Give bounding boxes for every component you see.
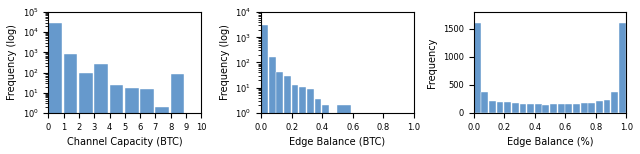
Bar [49,23,62,154]
Bar [314,99,321,154]
Bar [504,102,511,113]
X-axis label: Edge Balance (%): Edge Balance (%) [507,137,593,147]
Bar [573,103,580,113]
Bar [109,85,124,154]
Bar [543,105,549,113]
Bar [474,23,481,113]
Bar [307,89,314,154]
Bar [399,113,412,154]
Bar [619,23,626,113]
Bar [481,91,488,113]
Bar [269,57,276,154]
Bar [284,76,291,154]
Bar [535,104,541,113]
Bar [368,113,382,154]
Bar [527,104,534,113]
X-axis label: Channel Capacity (BTC): Channel Capacity (BTC) [67,137,182,147]
Bar [125,87,139,154]
Bar [497,102,504,113]
Y-axis label: Frequency: Frequency [428,37,437,88]
Bar [156,107,169,154]
Bar [557,104,564,113]
Bar [520,103,526,113]
Bar [489,101,496,113]
Bar [300,87,306,154]
Bar [588,103,595,113]
Bar [171,75,184,154]
Bar [79,73,93,154]
Bar [63,54,77,154]
Bar [565,104,572,113]
Bar [550,104,557,113]
Y-axis label: Frequency (log): Frequency (log) [7,24,17,100]
Bar [512,103,519,113]
X-axis label: Edge Balance (BTC): Edge Balance (BTC) [289,137,385,147]
Bar [276,73,283,154]
Bar [604,100,611,113]
Bar [611,91,618,113]
Bar [383,113,397,154]
Y-axis label: Frequency (log): Frequency (log) [220,24,230,100]
Bar [353,113,367,154]
Bar [337,105,351,154]
Bar [322,105,329,154]
Bar [261,25,268,154]
Bar [94,63,108,154]
Bar [140,89,154,154]
Bar [330,113,337,154]
Bar [292,85,298,154]
Bar [186,113,200,154]
Bar [580,103,588,113]
Bar [596,101,603,113]
